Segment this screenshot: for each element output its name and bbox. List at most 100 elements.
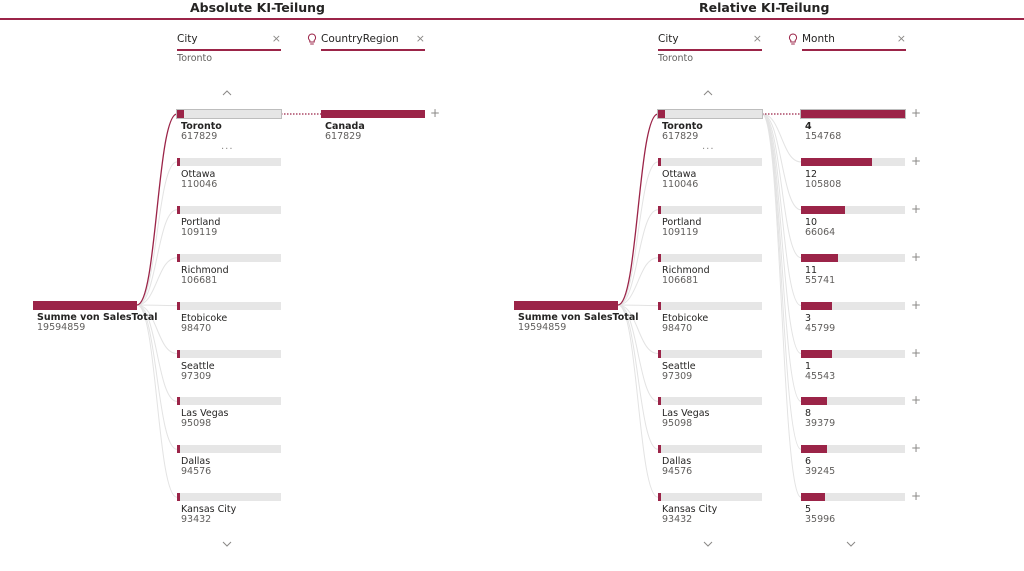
- connector-line: [136, 304, 178, 402]
- node-bar: [177, 493, 281, 502]
- node-value: 45543: [805, 370, 836, 382]
- node-value: 109119: [662, 226, 699, 238]
- root-bar: [514, 301, 618, 310]
- node-bar: [658, 205, 762, 214]
- node-bar-fill: [177, 493, 180, 502]
- more-options-icon[interactable]: ...: [702, 141, 715, 152]
- node-bar: [177, 445, 281, 454]
- node-bar: [658, 253, 762, 262]
- expand-plus-icon[interactable]: +: [911, 106, 922, 120]
- node-value: 95098: [181, 418, 212, 430]
- node-value: 98470: [662, 322, 693, 334]
- node-label: 11: [805, 264, 818, 276]
- node-bar-fill: [801, 253, 838, 262]
- close-icon[interactable]: ×: [415, 32, 425, 45]
- node-value: 93432: [662, 514, 693, 526]
- node-bar: [801, 349, 905, 358]
- node-value: 97309: [181, 370, 212, 382]
- expand-plus-icon[interactable]: +: [911, 441, 922, 456]
- node-value: 93432: [181, 514, 212, 526]
- connector-line: [761, 113, 802, 211]
- node-bar: [658, 397, 762, 406]
- lightbulb-icon: [307, 33, 317, 45]
- node-bar: [801, 253, 905, 262]
- node-bar-fill: [801, 157, 872, 166]
- node-label: Canada: [325, 121, 365, 132]
- expand-plus-icon[interactable]: +: [911, 201, 922, 216]
- node-bar: [177, 301, 281, 310]
- node-bar-fill: [801, 445, 827, 454]
- connector-line: [136, 209, 178, 306]
- node-value: 95098: [662, 418, 693, 430]
- node-bar-fill: [321, 110, 425, 118]
- pill-label: City: [177, 33, 198, 45]
- root-label: Summe von SalesTotal: [37, 312, 158, 323]
- node-bar-fill: [177, 445, 180, 454]
- node-bar: [658, 445, 762, 454]
- connector-line: [761, 113, 802, 402]
- node-bar: [801, 157, 905, 166]
- expand-plus-icon[interactable]: +: [911, 345, 922, 360]
- node-label: Seattle: [181, 360, 215, 372]
- root-value: 19594859: [37, 322, 86, 333]
- node-value: 110046: [181, 178, 218, 190]
- scroll-up-chevron-icon[interactable]: [703, 88, 713, 98]
- node-value: 106681: [662, 274, 699, 286]
- expand-plus-icon[interactable]: +: [911, 489, 922, 504]
- node-label: 1: [805, 360, 812, 372]
- close-icon[interactable]: ×: [271, 32, 281, 45]
- expand-plus-icon[interactable]: +: [911, 297, 922, 312]
- node-label: Portland: [662, 216, 702, 228]
- node-value: 39379: [805, 418, 836, 430]
- node-bar-fill: [658, 253, 661, 262]
- node-bar: [177, 397, 281, 406]
- node-label: Kansas City: [662, 504, 718, 516]
- root-label: Summe von SalesTotal: [518, 312, 639, 323]
- node-bar-fill: [658, 110, 665, 118]
- node-bar-fill: [658, 445, 661, 454]
- expand-plus-icon[interactable]: +: [430, 106, 441, 120]
- level-pill-city-left[interactable]: City ×: [177, 32, 281, 51]
- node-bar: [801, 205, 905, 214]
- node-label: Richmond: [181, 264, 229, 276]
- scroll-down-chevron-icon[interactable]: [703, 539, 713, 549]
- node-value: 105808: [805, 178, 842, 190]
- connector-line: [761, 113, 802, 498]
- expand-plus-icon[interactable]: +: [911, 393, 922, 408]
- node-label: Seattle: [662, 360, 696, 372]
- node-label: Toronto: [662, 121, 703, 132]
- close-icon[interactable]: ×: [752, 32, 762, 45]
- node-bar-fill: [177, 301, 180, 310]
- node-label: 5: [805, 504, 812, 516]
- connector-line: [761, 113, 802, 354]
- node-bar-fill: [177, 253, 180, 262]
- pill-label: Month: [802, 33, 835, 45]
- node-value: 109119: [181, 226, 218, 238]
- lightbulb-icon: [788, 33, 798, 45]
- node-value: 617829: [662, 131, 699, 142]
- level-pill-country-left[interactable]: CountryRegion ×: [307, 32, 425, 51]
- node-label: Dallas: [662, 456, 692, 468]
- root-bar: [33, 301, 137, 310]
- node-bar-fill: [177, 110, 184, 118]
- connector-line: [617, 304, 659, 354]
- node-label: Las Vegas: [662, 408, 710, 420]
- scroll-down-chevron-icon[interactable]: [222, 539, 232, 549]
- close-icon[interactable]: ×: [896, 32, 906, 45]
- node-label: Kansas City: [181, 504, 237, 516]
- level-pill-city-right[interactable]: City ×: [658, 32, 762, 51]
- level-pill-month-right[interactable]: Month ×: [788, 32, 906, 51]
- expand-plus-icon[interactable]: +: [911, 249, 922, 264]
- node-bar-fill: [801, 493, 825, 502]
- connector-line: [617, 113, 659, 306]
- node-value: 35996: [805, 514, 836, 526]
- more-options-icon[interactable]: ...: [221, 141, 234, 152]
- scroll-up-chevron-icon[interactable]: [222, 88, 232, 98]
- connector-line: [761, 113, 802, 307]
- expand-plus-icon[interactable]: +: [911, 153, 922, 168]
- scroll-down-chevron-icon[interactable]: [846, 539, 856, 549]
- panel-title-relative: Relative KI-Teilung: [699, 0, 830, 15]
- node-label: Toronto: [181, 121, 222, 132]
- title-underline: [0, 18, 1024, 20]
